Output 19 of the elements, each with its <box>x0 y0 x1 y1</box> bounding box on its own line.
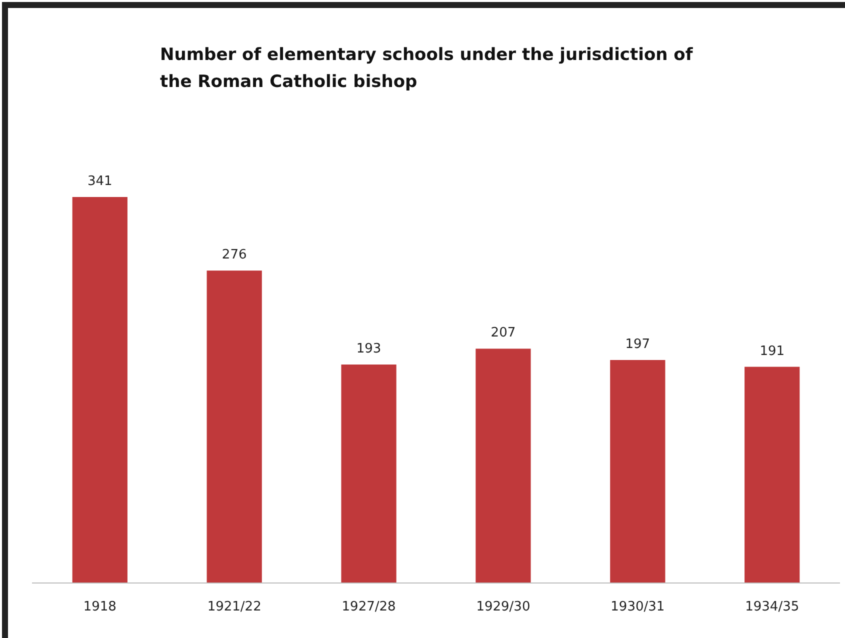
chart-title: Number of elementary schools under the jurisdiction of the Roman Catholic bishop <box>160 45 694 92</box>
bar <box>206 270 262 583</box>
x-tick-label: 1934/35 <box>745 600 800 615</box>
x-tick-label: 1929/30 <box>476 600 530 615</box>
x-tick-label: 1918 <box>83 600 116 615</box>
bar <box>476 348 531 583</box>
data-label: 197 <box>625 337 650 352</box>
data-label: 341 <box>87 174 112 189</box>
bar <box>72 197 128 583</box>
bar <box>610 360 666 583</box>
data-label: 191 <box>760 344 785 359</box>
x-tick-label: 1921/22 <box>207 600 262 615</box>
bar <box>341 364 396 583</box>
data-label: 193 <box>356 342 382 357</box>
x-tick-label: 1930/31 <box>610 600 665 615</box>
bar <box>744 366 800 583</box>
data-label: 276 <box>222 248 247 263</box>
data-label: 207 <box>490 326 516 341</box>
x-tick-label: 1927/28 <box>342 600 396 615</box>
